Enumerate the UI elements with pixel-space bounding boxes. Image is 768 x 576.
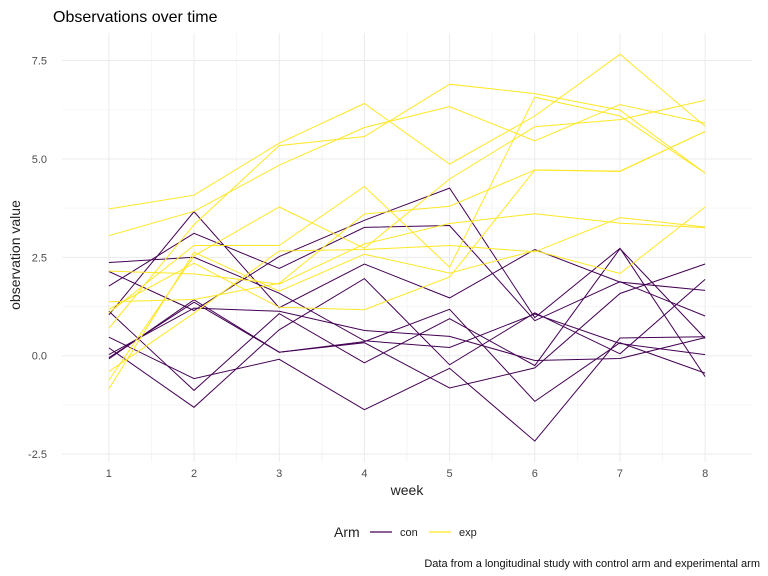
y-tick-label: 2.5 [32, 252, 47, 264]
x-tick-label: 8 [702, 468, 708, 480]
x-tick-label: 1 [106, 468, 112, 480]
x-tick-label: 7 [617, 468, 623, 480]
series-line-exp [108, 213, 706, 285]
series-line-con [108, 247, 706, 392]
legend-label-con: con [400, 527, 418, 539]
series-line-exp [108, 206, 706, 390]
chart-caption: Data from a longitudinal study with cont… [424, 558, 760, 570]
x-tick-label: 4 [361, 468, 367, 480]
series-line-exp [108, 104, 706, 237]
series-lines [108, 53, 706, 442]
series-line-exp [108, 53, 706, 210]
legend-title: Arm [334, 524, 360, 540]
legend: Arm con exp [334, 524, 477, 540]
y-tick-label: -2.5 [28, 449, 47, 461]
series-line-con [108, 256, 706, 356]
series-line-exp [108, 96, 706, 314]
x-tick-label: 2 [191, 468, 197, 480]
y-tick-label: 5.0 [32, 154, 47, 166]
series-line-con [108, 187, 706, 377]
y-tick-label: 7.5 [32, 56, 47, 68]
series-line-exp [108, 83, 706, 329]
y-tick-label: 0.0 [32, 351, 47, 363]
x-tick-label: 6 [532, 468, 538, 480]
series-line-con [108, 277, 706, 408]
series-line-exp [108, 99, 706, 381]
y-axis-ticks: -2.5 0.0 2.5 5.0 7.5 [28, 56, 47, 462]
series-line-con [108, 336, 706, 442]
major-gridlines [62, 33, 752, 462]
series-line-con [108, 210, 706, 316]
y-axis-title: observation value [7, 200, 23, 310]
x-tick-label: 3 [276, 468, 282, 480]
chart-title: Observations over time [53, 9, 218, 26]
series-line-con [108, 263, 706, 389]
x-tick-label: 5 [447, 468, 453, 480]
x-axis-title: week [390, 482, 425, 498]
minor-gridlines [62, 33, 752, 462]
series-line-exp [108, 130, 706, 303]
series-line-con [108, 299, 706, 403]
series-line-exp [108, 217, 706, 372]
x-axis-ticks: 1 2 3 4 5 6 7 8 [106, 468, 708, 480]
legend-label-exp: exp [459, 527, 477, 539]
